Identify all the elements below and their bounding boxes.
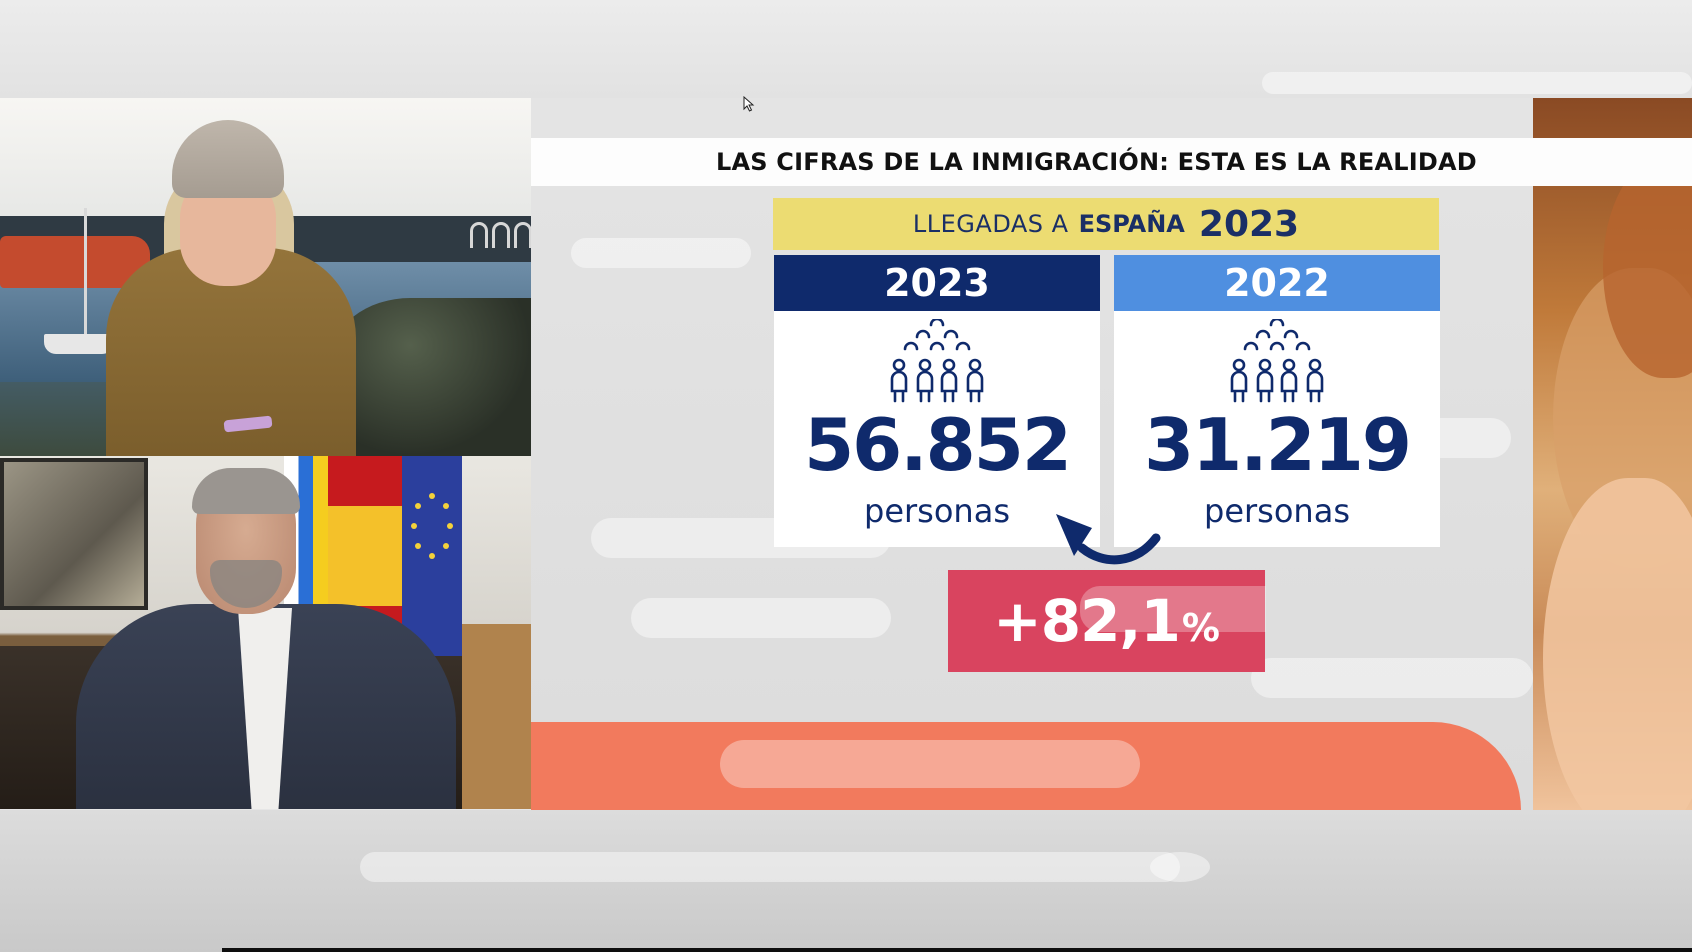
subtitle-banner: LLEGADAS A ESPAÑA 2023 [773,198,1439,250]
subtitle-prefix: LLEGADAS A [912,210,1069,238]
pier-arch [492,222,510,248]
percent-streak [1080,586,1266,632]
arrivals-number: 31.219 [1144,403,1412,487]
rocks [330,298,531,456]
people-group-icon [1230,319,1324,403]
panel-streak [1251,658,1533,698]
panel-streak [631,598,891,638]
sailboat [44,334,114,354]
boat-mast [84,208,87,336]
studio-background-bottom [0,810,1692,952]
headline-title: LAS CIFRAS DE LA INMIGRACIÓN: ESTA ES LA… [716,148,1477,176]
percent-sign: % [1181,606,1220,650]
headline-bar [531,138,1692,186]
people-group-icon [890,319,984,403]
arrivals-unit: personas [864,492,1010,530]
card-year: 2022 [1114,255,1440,311]
card-year: 2023 [774,255,1100,311]
studio-background-top [0,0,1692,98]
subtitle-year: 2023 [1198,203,1300,245]
face-silhouette [1603,158,1692,378]
background-streak [360,852,1180,882]
pier-arch [514,222,531,248]
wall-painting [0,458,148,610]
percent-change-value: +82,1 [993,587,1181,655]
eu-flag [402,456,462,656]
arrivals-unit: personas [1204,492,1350,530]
guest-hair [192,468,300,514]
reporter-video-feed [0,98,531,456]
pier-arch [470,222,488,248]
background-streak [1150,852,1210,882]
bottom-edge-line [222,948,1692,952]
face-silhouette [1543,478,1692,810]
panel-streak [571,238,751,268]
wooden-cabinet [462,624,531,809]
bottom-orange-band [531,722,1521,810]
side-artwork [1533,98,1692,810]
subtitle-country: ESPAÑA [1078,210,1185,238]
mouse-cursor-icon [743,96,755,112]
guest-video-feed [0,456,531,809]
curved-arrow-icon [1056,514,1161,565]
background-streak [1262,72,1692,94]
card-2023: 2023 56.852 personas [774,255,1100,547]
rescue-boat [0,236,150,288]
percent-change-badge: +82,1 % [948,570,1265,672]
eu-stars [411,493,453,559]
bottom-band-highlight [720,740,1140,788]
arrivals-number: 56.852 [804,403,1072,487]
card-2022: 2022 31.219 personas [1114,255,1440,547]
